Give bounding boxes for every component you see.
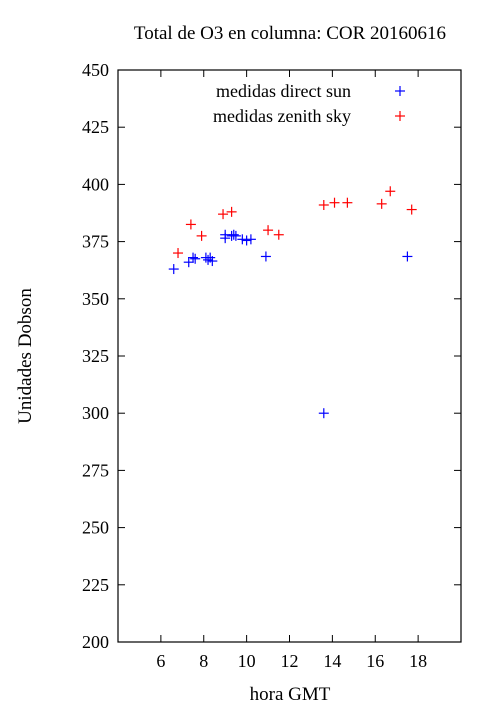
data-point-series-1 <box>263 225 274 236</box>
y-tick-label: 200 <box>82 632 109 652</box>
data-point-series-1 <box>406 204 417 215</box>
x-tick-label: 14 <box>323 651 341 671</box>
data-point-series-0 <box>168 264 179 275</box>
legend-marker-0 <box>395 86 405 96</box>
y-tick-label: 325 <box>82 346 109 366</box>
y-tick-label: 350 <box>82 289 109 309</box>
data-point-series-0 <box>260 251 271 262</box>
data-point-series-0 <box>237 234 248 245</box>
x-tick-label: 8 <box>199 651 208 671</box>
data-point-series-0 <box>230 230 241 241</box>
y-tick-label: 275 <box>82 460 109 480</box>
legend-label: medidas zenith sky <box>213 106 351 126</box>
y-tick-label: 225 <box>82 575 109 595</box>
x-tick-label: 6 <box>156 651 165 671</box>
data-point-series-0 <box>241 235 252 246</box>
x-tick-label: 10 <box>238 651 256 671</box>
data-point-series-1 <box>218 209 229 220</box>
x-tick-label: 18 <box>409 651 427 671</box>
data-point-series-1 <box>196 230 207 241</box>
data-point-series-0 <box>402 251 413 262</box>
data-point-series-0 <box>207 256 218 267</box>
legend-marker-1 <box>395 111 405 121</box>
x-tick-label: 16 <box>366 651 384 671</box>
data-point-series-1 <box>329 197 340 208</box>
data-point-series-1 <box>385 186 396 197</box>
plot-frame <box>117 69 462 643</box>
data-point-series-0 <box>188 252 199 263</box>
axis-ticks: 200 225 250 275 300 325 350 375 400 425 450 6 8 10 12 1… <box>82 60 461 671</box>
data-point-series-1 <box>376 198 387 209</box>
y-tick-label: 375 <box>82 232 109 252</box>
data-point-series-1 <box>173 248 184 259</box>
data-point-series-1 <box>342 197 353 208</box>
data-points <box>168 186 417 419</box>
data-point-series-0 <box>220 233 231 244</box>
data-point-series-1 <box>318 199 329 210</box>
y-tick-label: 400 <box>82 174 109 194</box>
chart-title: Total de O3 en columna: COR 20160616 <box>134 23 446 44</box>
data-point-series-0 <box>183 257 194 268</box>
data-point-series-1 <box>185 219 196 230</box>
y-tick-label: 450 <box>82 60 109 80</box>
y-tick-label: 250 <box>82 518 109 538</box>
data-point-series-0 <box>228 229 239 240</box>
data-point-series-0 <box>245 234 256 245</box>
x-tick-label: 12 <box>281 651 299 671</box>
data-point-series-1 <box>273 229 284 240</box>
legend-label: medidas direct sun <box>216 81 351 101</box>
y-tick-label: 425 <box>82 117 109 137</box>
data-point-series-1 <box>226 206 237 217</box>
data-point-series-0 <box>203 254 214 265</box>
data-point-series-0 <box>318 408 329 419</box>
x-axis-label: hora GMT <box>250 684 331 705</box>
y-axis-label: Unidades Dobson <box>15 288 36 424</box>
y-tick-label: 300 <box>82 403 109 423</box>
legend: medidas direct sun medidas zenith sky <box>213 81 405 126</box>
data-point-series-0 <box>190 253 201 264</box>
